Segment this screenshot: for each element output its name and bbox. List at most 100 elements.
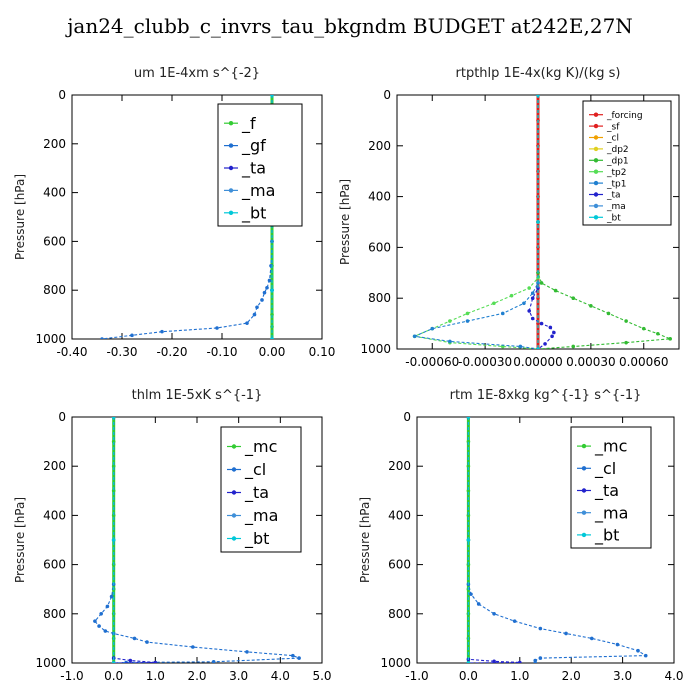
data-point (262, 290, 267, 295)
data-point (270, 288, 274, 293)
legend-marker (593, 146, 599, 152)
y-tick-label: 400 (43, 508, 66, 522)
legend-marker (593, 135, 599, 140)
series-line-tp1 (412, 95, 539, 349)
panel-1: um 1E-4xm s^{-2} Pressure [hPa] 0 200 400 600… (13, 66, 335, 359)
data-point (466, 661, 471, 663)
y-tick-label: 800 (388, 607, 411, 621)
y-axis-label: Pressure [hPa] (13, 497, 27, 583)
data-point (130, 333, 134, 338)
y-tick-label: 1000 (360, 342, 391, 356)
legend-label: _ma (244, 506, 278, 526)
data-point (571, 344, 576, 349)
data-point (245, 650, 249, 654)
data-point (643, 653, 648, 658)
data-point (668, 337, 672, 341)
series-line-cl (467, 417, 648, 663)
data-point (111, 417, 116, 419)
legend-label: _tp1 (606, 179, 626, 189)
x-tick-label: -0.00060 (405, 355, 459, 369)
data-point (267, 278, 272, 283)
y-tick-label: 200 (43, 459, 66, 473)
legend-label: _ma (606, 202, 626, 212)
x-tick-label: 0.00 (259, 345, 286, 359)
legend-marker (593, 180, 599, 186)
data-point (615, 642, 620, 647)
series-line-dp1 (537, 95, 671, 349)
data-point (97, 624, 101, 628)
data-point (589, 304, 593, 308)
legend-label: _bt (244, 529, 269, 549)
figure-title: jan24_clubb_c_invrs_tau_bkgndm BUDGET at… (67, 14, 633, 38)
y-tick-label: 200 (388, 459, 411, 473)
data-point (153, 660, 158, 663)
x-tick-label: 4.0 (664, 669, 683, 683)
legend-marker (228, 188, 234, 193)
data-point (518, 344, 523, 349)
data-point (518, 660, 522, 663)
x-tick-label: 1.0 (146, 669, 165, 683)
data-point (522, 301, 526, 306)
series-line-gf (101, 95, 273, 339)
data-point (252, 312, 257, 317)
panel-3: thlm 1E-5xK s^{-1} Pressure [hPa] 0 200 400 6… (13, 388, 332, 683)
legend-marker (231, 490, 237, 495)
x-tick-label: 0.00030 (566, 355, 616, 369)
legend-marker (231, 467, 237, 472)
legend-label: _mc (244, 437, 277, 457)
legend-label: _dp2 (606, 145, 629, 155)
data-point (215, 326, 219, 330)
data-point (255, 305, 259, 310)
y-tick-label: 800 (43, 283, 66, 297)
legend-marker (581, 488, 587, 493)
y-tick-label: 0 (58, 410, 66, 424)
data-point (589, 636, 594, 641)
series-line-ta (467, 417, 520, 663)
legend-label: _gf (241, 136, 266, 156)
data-point (270, 95, 274, 97)
data-point (412, 334, 417, 339)
data-point (99, 612, 103, 616)
data-point (100, 337, 104, 339)
x-tick-label: 3.0 (229, 669, 248, 683)
data-point (530, 291, 535, 295)
legend-label: _dp1 (606, 156, 629, 166)
legend-marker (593, 158, 599, 163)
data-point (466, 439, 471, 444)
y-tick-label: 0 (383, 88, 391, 102)
legend-marker (581, 443, 587, 449)
data-point (145, 640, 149, 644)
data-point (641, 326, 646, 331)
legend-label: _forcing (606, 111, 643, 121)
legend-label: _sf (606, 122, 620, 132)
legend-label: _cl (606, 134, 619, 144)
data-point (466, 464, 471, 469)
data-point (536, 95, 540, 97)
data-point (448, 319, 452, 323)
data-point (530, 296, 535, 301)
data-point (624, 340, 628, 345)
data-point (552, 330, 556, 335)
data-point (539, 281, 544, 285)
y-tick-label: 400 (388, 508, 411, 522)
legend: _f_gf _ta_ma_bt (217, 103, 303, 227)
legend-label: _cl (244, 460, 266, 480)
data-point (265, 285, 269, 290)
legend-marker (593, 192, 599, 197)
y-axis-label: Pressure [hPa] (338, 179, 352, 265)
data-point (466, 538, 471, 542)
data-point (465, 319, 470, 323)
data-point (550, 334, 554, 339)
data-point (527, 309, 531, 313)
data-point (191, 645, 195, 649)
y-tick-label: 200 (368, 139, 391, 153)
data-point (469, 592, 473, 596)
data-point (111, 439, 116, 444)
series-group (93, 417, 301, 663)
legend: _forcing_sf _cl_dp2_dp1 _tp2_tp1 _ta_ma_bt (582, 100, 672, 226)
data-point (553, 288, 558, 293)
x-tick-label: 0.10 (309, 345, 336, 359)
legend-marker (593, 203, 599, 209)
data-point (270, 337, 274, 339)
